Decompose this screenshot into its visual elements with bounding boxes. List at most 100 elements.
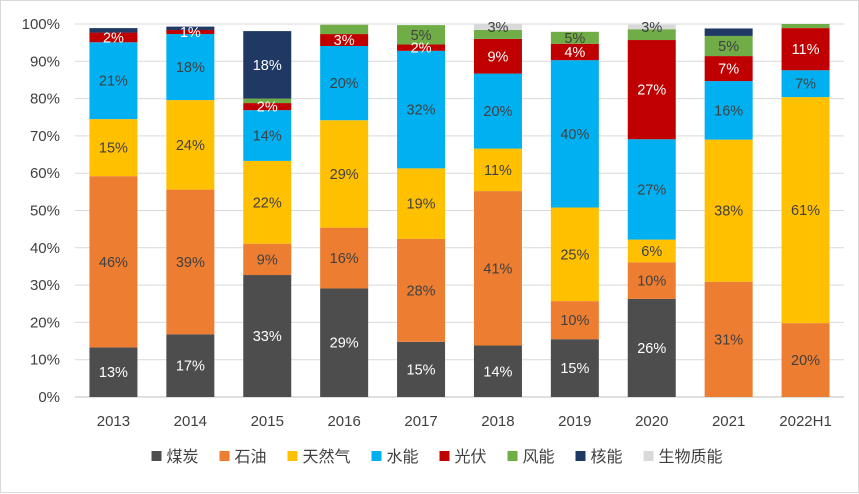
legend-swatch <box>219 451 230 461</box>
y-tick-label: 20% <box>30 314 60 331</box>
data-label: 17% <box>176 359 205 375</box>
bar-segment <box>89 176 138 348</box>
bar-segment <box>243 103 292 111</box>
data-label: 15% <box>560 361 589 377</box>
data-label: 5% <box>564 31 585 47</box>
data-label: 31% <box>714 332 743 348</box>
data-label: 2% <box>103 30 124 46</box>
bar-segment <box>704 139 753 282</box>
y-tick-label: 10% <box>30 352 60 369</box>
data-label: 2% <box>257 100 278 116</box>
x-axis: 2013 2014 2015 2016 2017 2018 2019 2020 2021 2022… <box>97 413 832 430</box>
bar-segment <box>397 25 446 45</box>
data-label: 2% <box>411 41 432 57</box>
y-tick-label: 50% <box>30 203 60 220</box>
bar-segment <box>781 28 830 71</box>
bar-segment <box>627 40 676 140</box>
data-label: 39% <box>176 255 205 271</box>
legend: 煤炭 石油 天然气 水能 光伏 风能 核能 生物质能 <box>151 448 723 466</box>
data-label: 33% <box>253 329 282 345</box>
y-tick-label: 100% <box>22 16 60 33</box>
bar-segment <box>473 38 522 74</box>
bar-segment <box>397 168 446 239</box>
legend-label: 核能 <box>591 448 623 466</box>
bar-segment <box>550 339 599 397</box>
data-label: 25% <box>560 247 589 263</box>
y-tick-label: 40% <box>30 240 60 257</box>
bar-segment <box>473 73 522 149</box>
bar-segment <box>781 323 830 397</box>
bar-segment <box>166 34 215 101</box>
data-label: 29% <box>330 167 359 183</box>
data-label: 16% <box>714 103 743 119</box>
data-label: 61% <box>791 203 820 219</box>
bar-segment <box>243 31 292 99</box>
data-label: 3% <box>334 33 355 49</box>
data-label: 9% <box>487 49 508 65</box>
bar-segment <box>473 191 522 346</box>
bar-segment <box>781 70 830 98</box>
data-label: 7% <box>795 77 816 93</box>
data-label: 20% <box>330 76 359 92</box>
data-label: 15% <box>407 362 436 378</box>
legend-swatch <box>643 451 654 461</box>
legend-label: 水能 <box>387 448 419 466</box>
bar-segment <box>243 110 292 161</box>
data-label: 11% <box>792 42 820 58</box>
bar-segment <box>473 24 522 30</box>
x-tick-label: 2014 <box>174 413 207 430</box>
bar-segment <box>320 46 369 121</box>
legend-swatch <box>507 451 518 461</box>
bar-segment <box>89 347 138 397</box>
data-label: 14% <box>483 364 512 380</box>
data-label: 27% <box>637 182 666 198</box>
x-tick-label: 2018 <box>481 413 514 430</box>
y-tick-label: 0% <box>38 389 60 406</box>
data-label: 22% <box>253 195 282 211</box>
x-tick-label: 2020 <box>635 413 668 430</box>
legend-swatch <box>575 451 586 461</box>
bar-segment <box>397 44 446 51</box>
bar-segment <box>550 31 599 44</box>
bar-segment <box>243 243 292 276</box>
bar-segment <box>397 341 446 397</box>
data-label: 32% <box>407 103 436 119</box>
legend-label: 生物质能 <box>659 448 723 466</box>
bar-segment <box>166 334 215 397</box>
legend-swatch <box>151 451 162 461</box>
bar-segment <box>473 345 522 397</box>
bar-segment <box>320 24 369 35</box>
bar-segment <box>473 148 522 192</box>
data-label: 19% <box>407 197 436 213</box>
legend-label: 风能 <box>523 448 555 466</box>
bar-segment <box>89 32 138 43</box>
bar-segment <box>627 139 676 240</box>
x-tick-label: 2013 <box>97 413 130 430</box>
bar-segment <box>89 42 138 120</box>
legend-label: 天然气 <box>303 448 351 466</box>
bar-segment <box>550 207 599 302</box>
bar-segment <box>627 239 676 263</box>
bar-segment <box>397 238 446 342</box>
data-label: 28% <box>407 283 436 299</box>
bar-segment <box>781 97 830 324</box>
data-label: 20% <box>483 104 512 120</box>
data-label: 16% <box>330 251 359 267</box>
bar-segment <box>627 262 676 299</box>
bar-segment <box>89 119 138 177</box>
bar-segment <box>704 281 753 397</box>
legend-label: 光伏 <box>455 448 487 466</box>
bar-segment <box>627 29 676 41</box>
x-tick-label: 2022H1 <box>779 413 832 430</box>
bar-segment <box>397 50 446 169</box>
bar-segment <box>627 298 676 397</box>
bar-segment <box>704 81 753 140</box>
x-tick-label: 2016 <box>327 413 360 430</box>
bar-segment <box>243 160 292 244</box>
data-label: 3% <box>641 20 662 36</box>
x-tick-label: 2021 <box>712 413 745 430</box>
bar-segment <box>320 227 369 289</box>
data-label: 29% <box>330 336 359 352</box>
data-label: 18% <box>253 58 282 74</box>
